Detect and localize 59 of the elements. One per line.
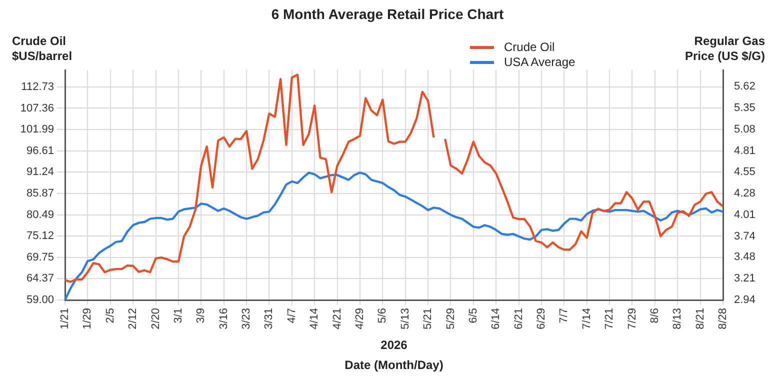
x-tick-label: 4/7 bbox=[286, 308, 298, 324]
x-tick-label: 8/13 bbox=[672, 308, 684, 330]
x-tick-label: 8/21 bbox=[694, 308, 706, 330]
y-tick-label: 75.12 bbox=[26, 230, 54, 242]
y2-tick-label: 4.28 bbox=[734, 187, 756, 200]
x-tick-label: 7/21 bbox=[604, 308, 616, 330]
y2-axis-title: Regular Gas Price (US $/G) bbox=[684, 34, 765, 64]
x-tick-label: 6/29 bbox=[536, 308, 548, 330]
y2-tick-label: 3.48 bbox=[734, 251, 756, 264]
y2-tick-label: 2.94 bbox=[734, 294, 756, 306]
y2-tick-label: 5.62 bbox=[734, 80, 756, 93]
y-tick-label: 112.73 bbox=[21, 80, 54, 93]
chart-title: 6 Month Average Retail Price Chart bbox=[270, 6, 505, 22]
x-tick-label: 3/1 bbox=[172, 308, 184, 324]
y-axis-title: Crude Oil $US/barrel bbox=[12, 34, 74, 64]
y-tick-label: 69.75 bbox=[26, 251, 54, 264]
y2-tick-label: 5.35 bbox=[734, 102, 756, 114]
x-tick-label: 6/5 bbox=[467, 308, 480, 324]
x-tick-label: 7/7 bbox=[558, 308, 570, 324]
x-tick-label: 1/29 bbox=[82, 308, 94, 330]
y-tick-label: 59.00 bbox=[26, 294, 54, 306]
x-tick-label: 2/5 bbox=[104, 308, 116, 324]
y-tick-label: 101.99 bbox=[20, 124, 54, 136]
x-tick-label: 2/12 bbox=[127, 308, 140, 330]
y2-tick-label: 5.08 bbox=[734, 124, 756, 136]
y2-tick-label: 4.81 bbox=[734, 145, 756, 158]
x-tick-label: 5/21 bbox=[422, 308, 434, 330]
x-axis-title: Date (Month/Day) bbox=[344, 358, 444, 372]
x-tick-label: 4/14 bbox=[308, 308, 321, 330]
x-tick-label: 8/6 bbox=[648, 308, 661, 324]
x-tick-label: 5/13 bbox=[399, 308, 412, 330]
x-tick-label: 7/14 bbox=[580, 308, 593, 330]
y-tick-label: 80.49 bbox=[26, 208, 54, 221]
x-tick-label: 2/20 bbox=[150, 308, 162, 330]
x-tick-label: 8/28 bbox=[717, 308, 730, 330]
x-tick-label: 7/29 bbox=[626, 308, 638, 330]
y2-tick-label: 3.21 bbox=[734, 272, 756, 285]
x-tick-label: 5/6 bbox=[376, 308, 389, 324]
x-tick-label: 4/21 bbox=[331, 308, 344, 330]
y-tick-label: 96.61 bbox=[26, 144, 54, 157]
x-tick-label: 3/31 bbox=[263, 308, 276, 330]
text: 2026 bbox=[380, 338, 408, 352]
y-tick-label: 91.24 bbox=[26, 166, 54, 178]
y-tick-label: 107.36 bbox=[20, 102, 54, 114]
x-tick-label: 3/16 bbox=[218, 308, 230, 330]
x-tick-label: 1/21 bbox=[59, 308, 72, 330]
y2-tick-label: 4.01 bbox=[734, 208, 756, 221]
x-tick-label: 3/9 bbox=[195, 308, 208, 324]
x-tick-label: 5/29 bbox=[444, 308, 457, 330]
legend-label: USA Average bbox=[504, 55, 576, 70]
y2-tick-label: 4.55 bbox=[734, 166, 756, 178]
legend-label: Crude Oil bbox=[504, 40, 555, 55]
x-tick-label: 4/29 bbox=[354, 308, 366, 330]
y2-tick-label: 3.74 bbox=[734, 230, 756, 242]
x-tick-label: 6/14 bbox=[490, 308, 502, 330]
y-tick-label: 85.87 bbox=[26, 187, 54, 200]
x-tick-label: 3/23 bbox=[240, 308, 253, 330]
x-tick-label: 6/21 bbox=[512, 308, 525, 330]
y-tick-label: 64.37 bbox=[26, 272, 54, 285]
